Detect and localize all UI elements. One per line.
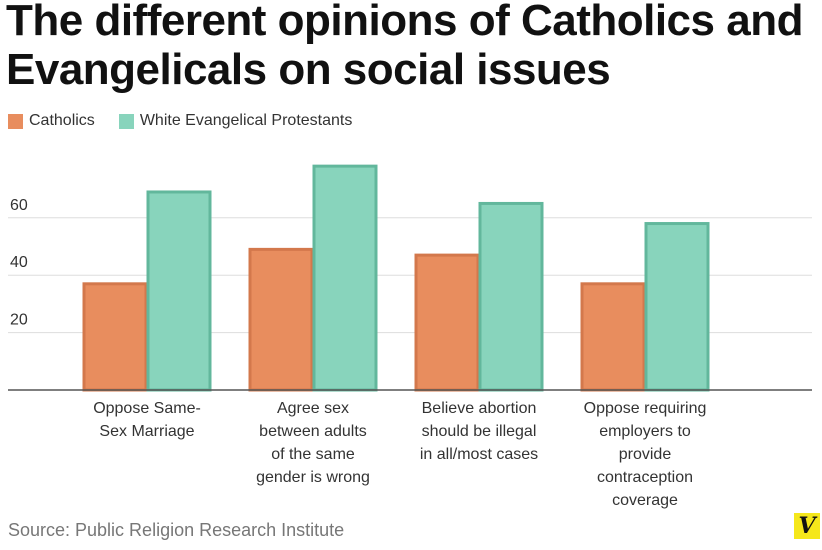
x-tick-label-1: Agree sex between adults of the same gender…: [256, 400, 370, 486]
chart-title: The different opinions of Catholics and …: [6, 0, 803, 94]
bar-evangelicals-2: [478, 201, 544, 392]
legend-swatch-catholics: [8, 113, 23, 129]
bar-catholics-0: [82, 282, 148, 392]
x-tick-label-3: Oppose requiring employers to provide contr…: [584, 400, 707, 509]
x-tick-label-0: Oppose Same-Sex Marriage: [93, 400, 201, 440]
legend-item-evangelicals: White Evangelical Protestants: [118, 112, 353, 130]
source-note: Source: Public Religion Research Institu…: [8, 520, 345, 540]
bar-evangelicals-1: [312, 164, 378, 392]
bar-chart: 20 40 60 Oppose Same-Sex Marriage Agree sex b…: [8, 164, 812, 509]
y-tick-label-40: 40: [10, 254, 28, 271]
bar-catholics-2: [414, 253, 480, 392]
bar-evangelicals-3: [644, 222, 710, 392]
legend-label-evangelicals: White Evangelical Protestants: [139, 112, 353, 129]
y-tick-label-60: 60: [10, 197, 28, 214]
legend-label-catholics: Catholics: [29, 112, 95, 129]
bar-catholics-1: [248, 247, 314, 392]
y-tick-label-20: 20: [10, 312, 28, 329]
x-tick-label-2: Believe abortion should be illegal in all/…: [420, 400, 538, 463]
vox-logo: V: [794, 513, 820, 539]
legend-item-catholics: Catholics: [8, 112, 95, 130]
legend-swatch-evangelicals: [118, 113, 134, 129]
legend: Catholics White Evangelical Protestants: [8, 112, 376, 130]
bar-evangelicals-0: [146, 190, 212, 392]
bar-catholics-3: [580, 282, 646, 392]
